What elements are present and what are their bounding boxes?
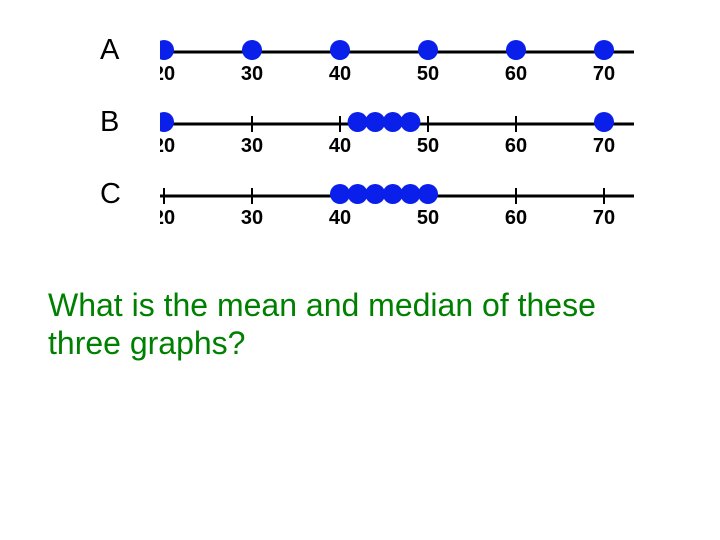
dotplot-b: 20 30 40 50 60 70 [160, 106, 634, 161]
plot-label-c: C [100, 178, 121, 211]
plot-label-a: A [100, 34, 119, 67]
svg-text:70: 70 [593, 135, 615, 157]
svg-text:50: 50 [417, 207, 439, 229]
dotplot-c: 20 30 40 50 60 70 [160, 178, 634, 233]
svg-text:40: 40 [329, 135, 351, 157]
svg-text:70: 70 [593, 63, 615, 85]
svg-text:60: 60 [505, 135, 527, 157]
svg-text:70: 70 [593, 207, 615, 229]
question-line: What is the mean and median of these [48, 286, 596, 324]
svg-text:40: 40 [329, 207, 351, 229]
svg-text:20: 20 [160, 135, 175, 157]
svg-text:60: 60 [505, 63, 527, 85]
svg-text:30: 30 [241, 135, 263, 157]
svg-text:20: 20 [160, 63, 175, 85]
svg-text:50: 50 [417, 63, 439, 85]
svg-text:30: 30 [241, 63, 263, 85]
svg-text:30: 30 [241, 207, 263, 229]
svg-text:40: 40 [329, 63, 351, 85]
question-line: three graphs? [48, 324, 596, 362]
svg-text:50: 50 [417, 135, 439, 157]
dotplot-a: 20 30 40 50 60 70 [160, 34, 634, 89]
plot-label-b: B [100, 106, 119, 139]
svg-text:20: 20 [160, 207, 175, 229]
question-text: What is the mean and median of thesethre… [48, 286, 596, 363]
svg-text:60: 60 [505, 207, 527, 229]
